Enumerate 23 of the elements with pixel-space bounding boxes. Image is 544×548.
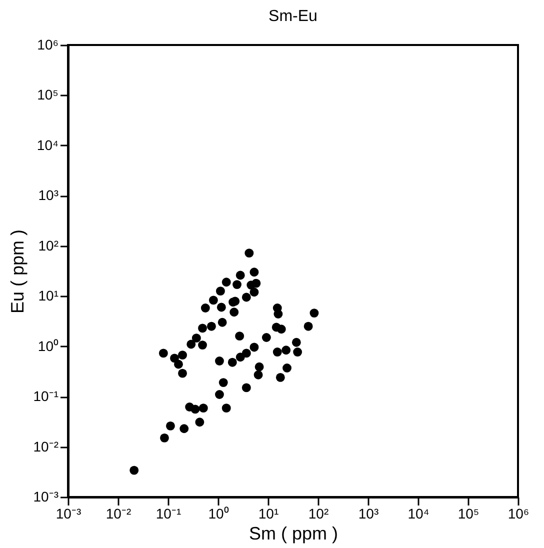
y-tick-label: 10⁻¹ [33,388,59,404]
x-tick-label: 10⁰ [208,506,229,522]
x-tick-label: 10³ [358,506,379,522]
x-tick-label: 10⁻³ [56,506,82,522]
x-tick-label: 10⁵ [458,506,480,522]
y-axis-title: Eu ( ppm ) [7,229,28,314]
chart-title: Sm-Eu [268,8,318,25]
x-axis-title: Sm ( ppm ) [248,524,338,544]
x-tick-label: 10¹ [258,506,279,522]
x-tick-label: 10² [308,506,329,522]
x-tick-label: 10⁶ [508,506,530,522]
x-tick-label: 10⁻² [106,506,132,522]
y-tick-label: 10⁴ [36,136,58,153]
y-tick-label: 10⁻³ [33,488,59,504]
y-tick-label: 10⁵ [37,86,58,103]
y-tick-label: 10² [38,237,59,254]
y-tick-label: 10³ [38,187,59,204]
x-tick-label: 10⁴ [408,506,430,522]
y-tick-label: 10¹ [38,288,59,304]
y-tick-label: 10⁰ [38,338,58,354]
y-tick-label: 10⁻² [33,438,59,454]
y-tick-label: 10⁶ [37,36,58,52]
x-tick-label: 10⁻¹ [156,506,182,522]
